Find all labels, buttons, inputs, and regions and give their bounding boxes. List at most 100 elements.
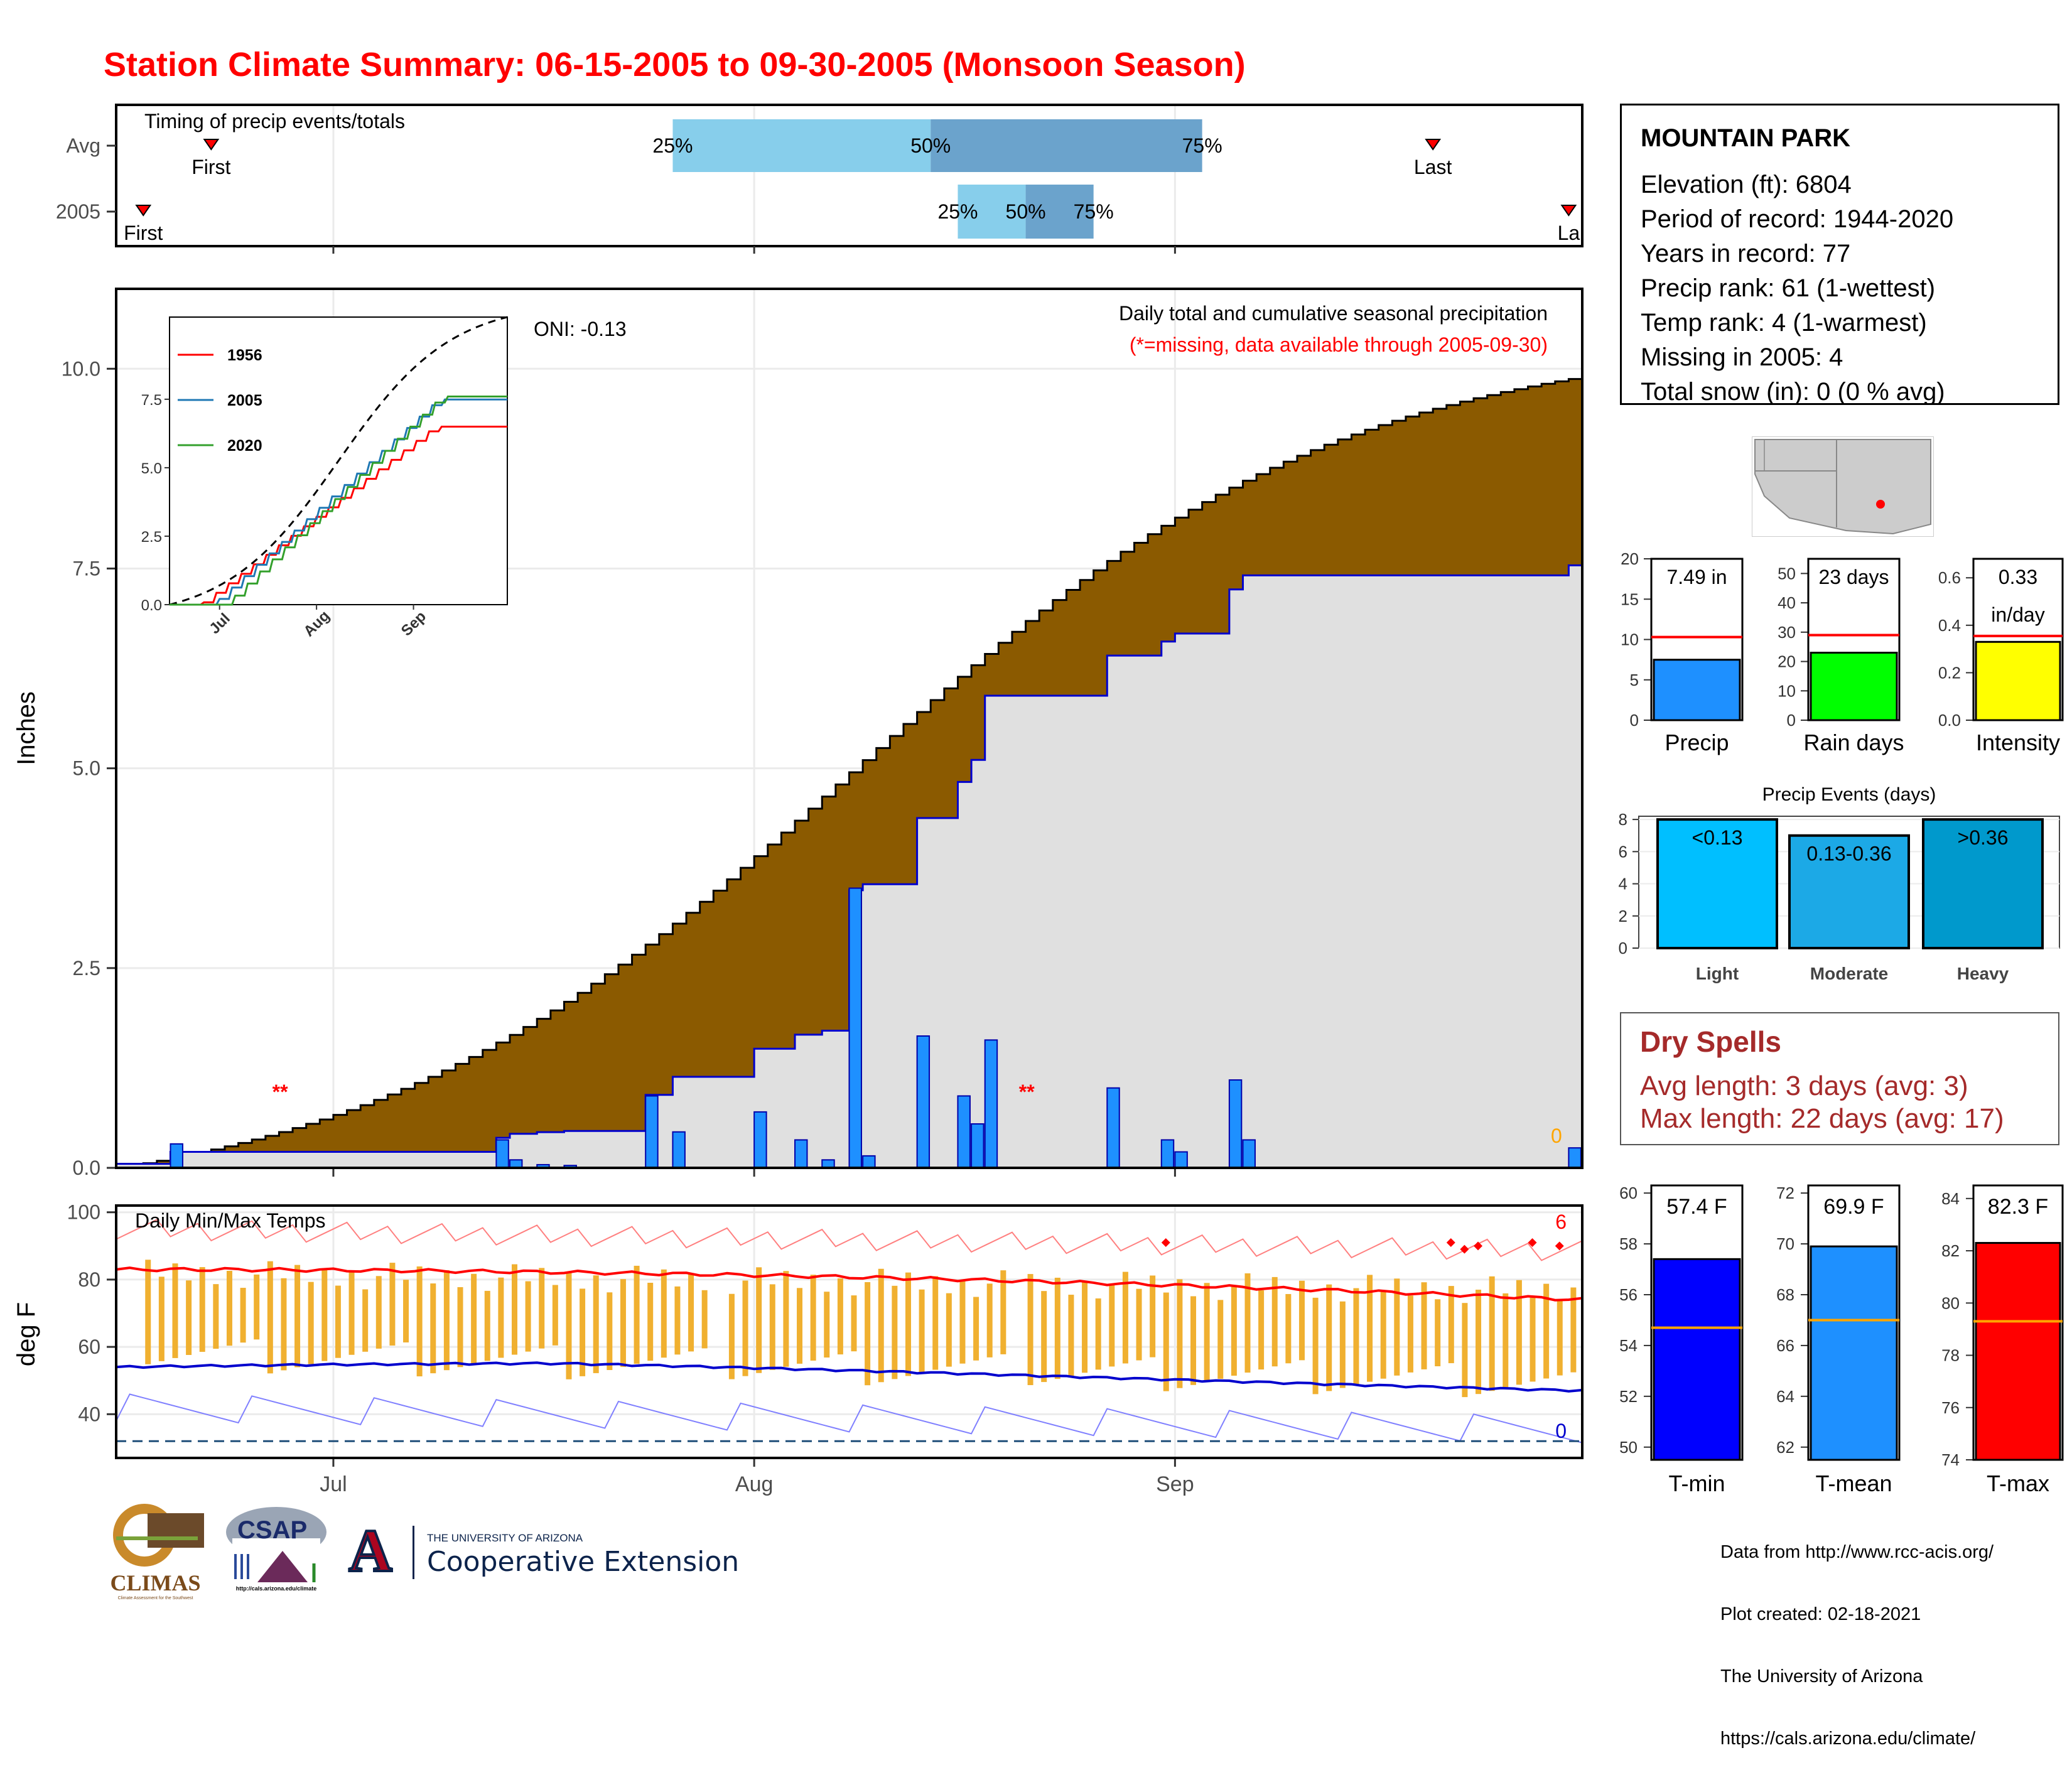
station-info-line: Precip rank: 61 (1-wettest) <box>1641 274 1936 302</box>
daily-temp-bar <box>186 1280 192 1355</box>
climas-tagline: Climate Assessment for the Southwest <box>117 1596 193 1600</box>
daily-temp-bar <box>1339 1301 1346 1388</box>
daily-temp-bar <box>1394 1278 1400 1376</box>
temp-y-tick-label: 100 <box>67 1201 100 1224</box>
daily-temp-bar <box>1543 1283 1550 1379</box>
timing-p50-label: 50% <box>1006 200 1046 223</box>
daily-temp-bar <box>593 1275 599 1373</box>
temp-summary-y-tick-label: 80 <box>1941 1293 1960 1312</box>
record-high-marker-icon <box>1161 1238 1170 1247</box>
record-min-line <box>116 1393 1583 1444</box>
precip-event-bar-moderate <box>1788 834 1910 949</box>
precip-events-y-tick-label: 2 <box>1619 907 1627 925</box>
daily-temp-bar <box>348 1272 355 1355</box>
ua-name: THE UNIVERSITY OF ARIZONA <box>427 1532 583 1544</box>
daily-temp-bar <box>1000 1270 1006 1354</box>
daily-temp-bar <box>661 1269 667 1358</box>
precip-events-title: Precip Events (days) <box>1762 784 1936 805</box>
inset-y-tick-label: 5.0 <box>141 460 162 477</box>
temp-y-axis-title: deg F <box>13 1302 40 1366</box>
precip-frame <box>115 288 1584 1169</box>
daily-precip-bar <box>957 1095 971 1169</box>
temp-summary-y-tick-label: 64 <box>1776 1387 1794 1406</box>
daily-precip-bar <box>672 1131 686 1169</box>
avg-max-line <box>116 1266 1583 1302</box>
last-marker-icon <box>1425 139 1442 151</box>
daily-temp-bar <box>403 1280 409 1343</box>
temp-summary-value-label: 82.3 F <box>1988 1195 2048 1219</box>
daily-precip-bar <box>984 1039 998 1169</box>
daily-temp-bar <box>1353 1288 1359 1385</box>
precip-panel: 0.0 2.5 5.0 7.5 10.0 Daily total and cumulati… <box>13 288 1584 1179</box>
daily-temp-bar <box>267 1261 273 1374</box>
daily-temp-bar <box>1258 1290 1265 1370</box>
daily-temp-bar <box>1136 1288 1142 1361</box>
daily-temp-bar <box>484 1290 490 1361</box>
precip-event-category-label: Moderate <box>1810 964 1888 983</box>
station-info-line: Temp rank: 4 (1-warmest) <box>1641 309 1927 337</box>
daily-temp-bar <box>769 1284 775 1370</box>
temp-summary-bar-t-min <box>1653 1258 1741 1461</box>
daily-temp-bar <box>281 1278 287 1371</box>
daily-temp-bar <box>1489 1276 1495 1391</box>
first-marker-icon <box>135 205 152 217</box>
daily-precip-bar <box>971 1123 985 1168</box>
daily-temp-bar <box>1448 1286 1454 1364</box>
temp-summary-category-label: T-max <box>1987 1471 2049 1496</box>
daily-temp-bar <box>919 1289 925 1373</box>
station-info-line: Total snow (in): 0 (0 % avg) <box>1641 378 1945 405</box>
temp-summary-y-tick-label: 84 <box>1941 1189 1960 1208</box>
first-marker-icon <box>203 139 220 151</box>
inset-y-tick-label: 0.0 <box>141 597 162 614</box>
precip-events-y-tick-label: 6 <box>1619 842 1627 861</box>
daily-temp-bar <box>1217 1300 1224 1379</box>
record-high-marker-icon <box>1460 1244 1469 1254</box>
daily-temp-bar <box>321 1268 328 1361</box>
daily-temp-bar <box>986 1283 993 1357</box>
timing-bar-q50-q75 <box>1025 185 1094 239</box>
daily-temp-bar <box>973 1297 979 1361</box>
daily-temp-bar <box>226 1270 232 1346</box>
daily-temp-bar <box>701 1290 708 1349</box>
summary-y-tick-label: 10 <box>1778 681 1796 700</box>
summary-y-tick-label: 0.4 <box>1938 616 1961 635</box>
daily-temp-bar <box>1462 1303 1468 1398</box>
precip-events-y-tick-label: 4 <box>1619 875 1627 893</box>
summary-bar-intensity <box>1975 640 2061 721</box>
daily-temp-bar <box>1054 1277 1060 1379</box>
daily-temp-bar <box>878 1268 884 1383</box>
temp-summary-y-tick-label: 54 <box>1619 1336 1638 1355</box>
daily-temp-bar <box>647 1283 654 1361</box>
temp-summary-y-tick-label: 62 <box>1776 1438 1794 1457</box>
daily-temp-bar <box>1190 1296 1197 1385</box>
missing-mark: ** <box>272 1081 288 1103</box>
temp-y-tick-label: 40 <box>78 1403 100 1425</box>
precip-y-tick-label: 5.0 <box>73 757 100 780</box>
temp-x-tick-label: Jul <box>320 1472 347 1496</box>
station-name: MOUNTAIN PARK <box>1641 124 1851 152</box>
precip-panel-note: (*=missing, data available through 2005-… <box>1130 333 1548 356</box>
daily-temp-bar <box>1095 1298 1101 1370</box>
daily-temp-bar <box>1122 1271 1128 1364</box>
summary-bar-precip <box>1653 659 1741 721</box>
daily-temp-bar <box>688 1273 694 1352</box>
page-title: Station Climate Summary: 06-15-2005 to 0… <box>104 46 1246 84</box>
precip-y-tick-label: 0.0 <box>73 1157 100 1179</box>
last-marker-icon <box>1560 205 1577 217</box>
temp-y-tick-label: 80 <box>78 1268 100 1291</box>
daily-temp-bar <box>1244 1273 1251 1373</box>
timing-bar-q25-q50 <box>672 119 931 172</box>
daily-temp-bar <box>946 1293 952 1367</box>
temp-summary-value-label: 57.4 F <box>1666 1195 1727 1219</box>
credit-line: https://cals.arizona.edu/climate/ <box>1720 1729 1976 1749</box>
summary-category-label: Precip <box>1665 730 1729 755</box>
precip-events-y-tick-label: 8 <box>1619 810 1627 829</box>
daily-temp-bar <box>756 1267 762 1373</box>
dry-spells-title: Dry Spells <box>1640 1025 1781 1058</box>
daily-temp-bar <box>607 1292 613 1370</box>
daily-temp-bar <box>199 1267 205 1352</box>
daily-temp-bar <box>932 1276 939 1370</box>
timing-bar-q50-q75 <box>931 119 1202 172</box>
daily-temp-bar <box>1177 1279 1183 1388</box>
daily-temp-bar <box>892 1285 898 1379</box>
